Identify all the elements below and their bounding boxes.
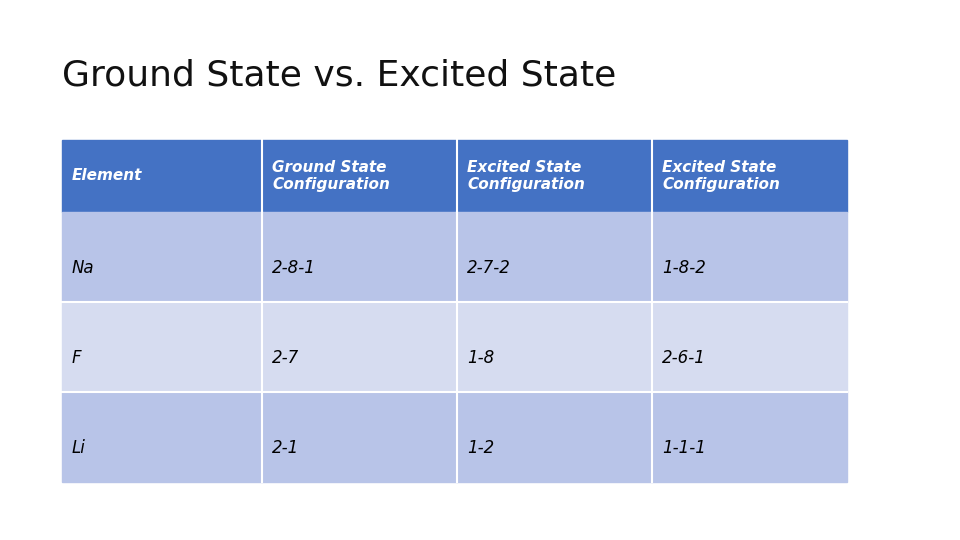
Text: 1-8-2: 1-8-2 <box>662 259 706 277</box>
Text: 2-1: 2-1 <box>272 439 300 457</box>
Text: 1-2: 1-2 <box>467 439 494 457</box>
Text: 1-1-1: 1-1-1 <box>662 439 706 457</box>
Text: 1-8: 1-8 <box>467 349 494 367</box>
Text: Ground State vs. Excited State: Ground State vs. Excited State <box>62 58 616 92</box>
Text: 2-6-1: 2-6-1 <box>662 349 706 367</box>
Text: Li: Li <box>72 439 85 457</box>
Text: Ground State
Configuration: Ground State Configuration <box>272 160 390 192</box>
Text: F: F <box>72 349 82 367</box>
Text: Na: Na <box>72 259 95 277</box>
Text: 2-7-2: 2-7-2 <box>467 259 511 277</box>
Text: Excited State
Configuration: Excited State Configuration <box>662 160 780 192</box>
Text: 2-8-1: 2-8-1 <box>272 259 316 277</box>
Text: 2-7: 2-7 <box>272 349 300 367</box>
Text: Element: Element <box>72 168 142 184</box>
Text: Excited State
Configuration: Excited State Configuration <box>467 160 585 192</box>
